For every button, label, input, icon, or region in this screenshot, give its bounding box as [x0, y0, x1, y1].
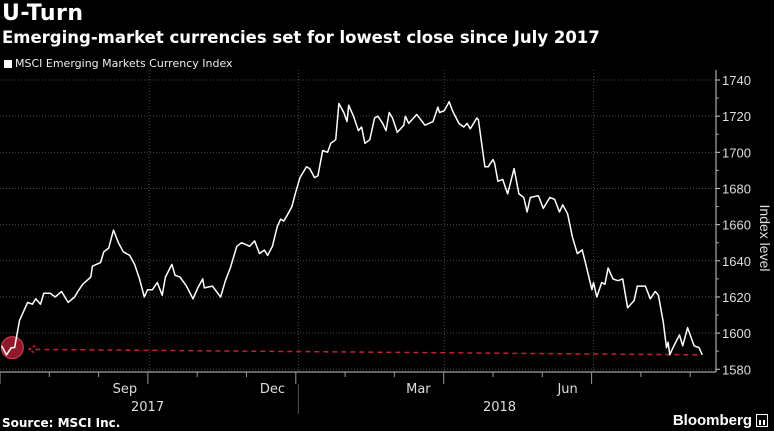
y-tick-label: 1600	[722, 326, 751, 341]
legend: MSCI Emerging Markets Currency Index	[4, 57, 233, 70]
series-line-msci-em-currency-index	[0, 100, 703, 356]
y-tick-label: 1720	[722, 109, 751, 124]
chart-title: U-Turn	[2, 1, 84, 26]
x-month-label: Jun	[556, 382, 577, 397]
y-tick-label: 1660	[722, 218, 751, 233]
arrow-head-icon	[27, 344, 36, 355]
gridlines	[0, 70, 716, 372]
y-tick-label: 1620	[722, 290, 751, 305]
legend-label: MSCI Emerging Markets Currency Index	[15, 57, 233, 70]
annotations	[0, 336, 698, 360]
bloomberg-chart-icon	[756, 414, 768, 427]
y-tick-label: 1740	[722, 73, 751, 88]
y-tick-label: 1580	[722, 362, 751, 377]
series-layer	[0, 100, 703, 356]
dashed-reference-line	[29, 348, 698, 356]
x-month-label: Mar	[406, 382, 431, 397]
x-month-label: Dec	[260, 382, 285, 397]
legend-swatch	[4, 59, 12, 68]
y-tick-label: 1700	[722, 145, 751, 160]
y-tick-label: 1640	[722, 254, 751, 269]
y-tick-label: 1680	[722, 181, 751, 196]
brand-name: Bloomberg	[672, 412, 752, 429]
chart-subtitle: Emerging-market currencies set for lowes…	[2, 28, 600, 47]
source-note: Source: MSCI Inc.	[2, 416, 121, 430]
x-year-label: 2018	[483, 400, 516, 415]
x-month-label: Sep	[113, 382, 138, 397]
y-axis-label: Index level	[757, 204, 773, 272]
x-year-label: 2017	[131, 400, 164, 415]
axes: 1580 1600 1620 1640 1660 1680 1700 1720 1740 Sep D…	[0, 70, 751, 415]
bloomberg-logo: Bloomberg	[673, 412, 768, 429]
